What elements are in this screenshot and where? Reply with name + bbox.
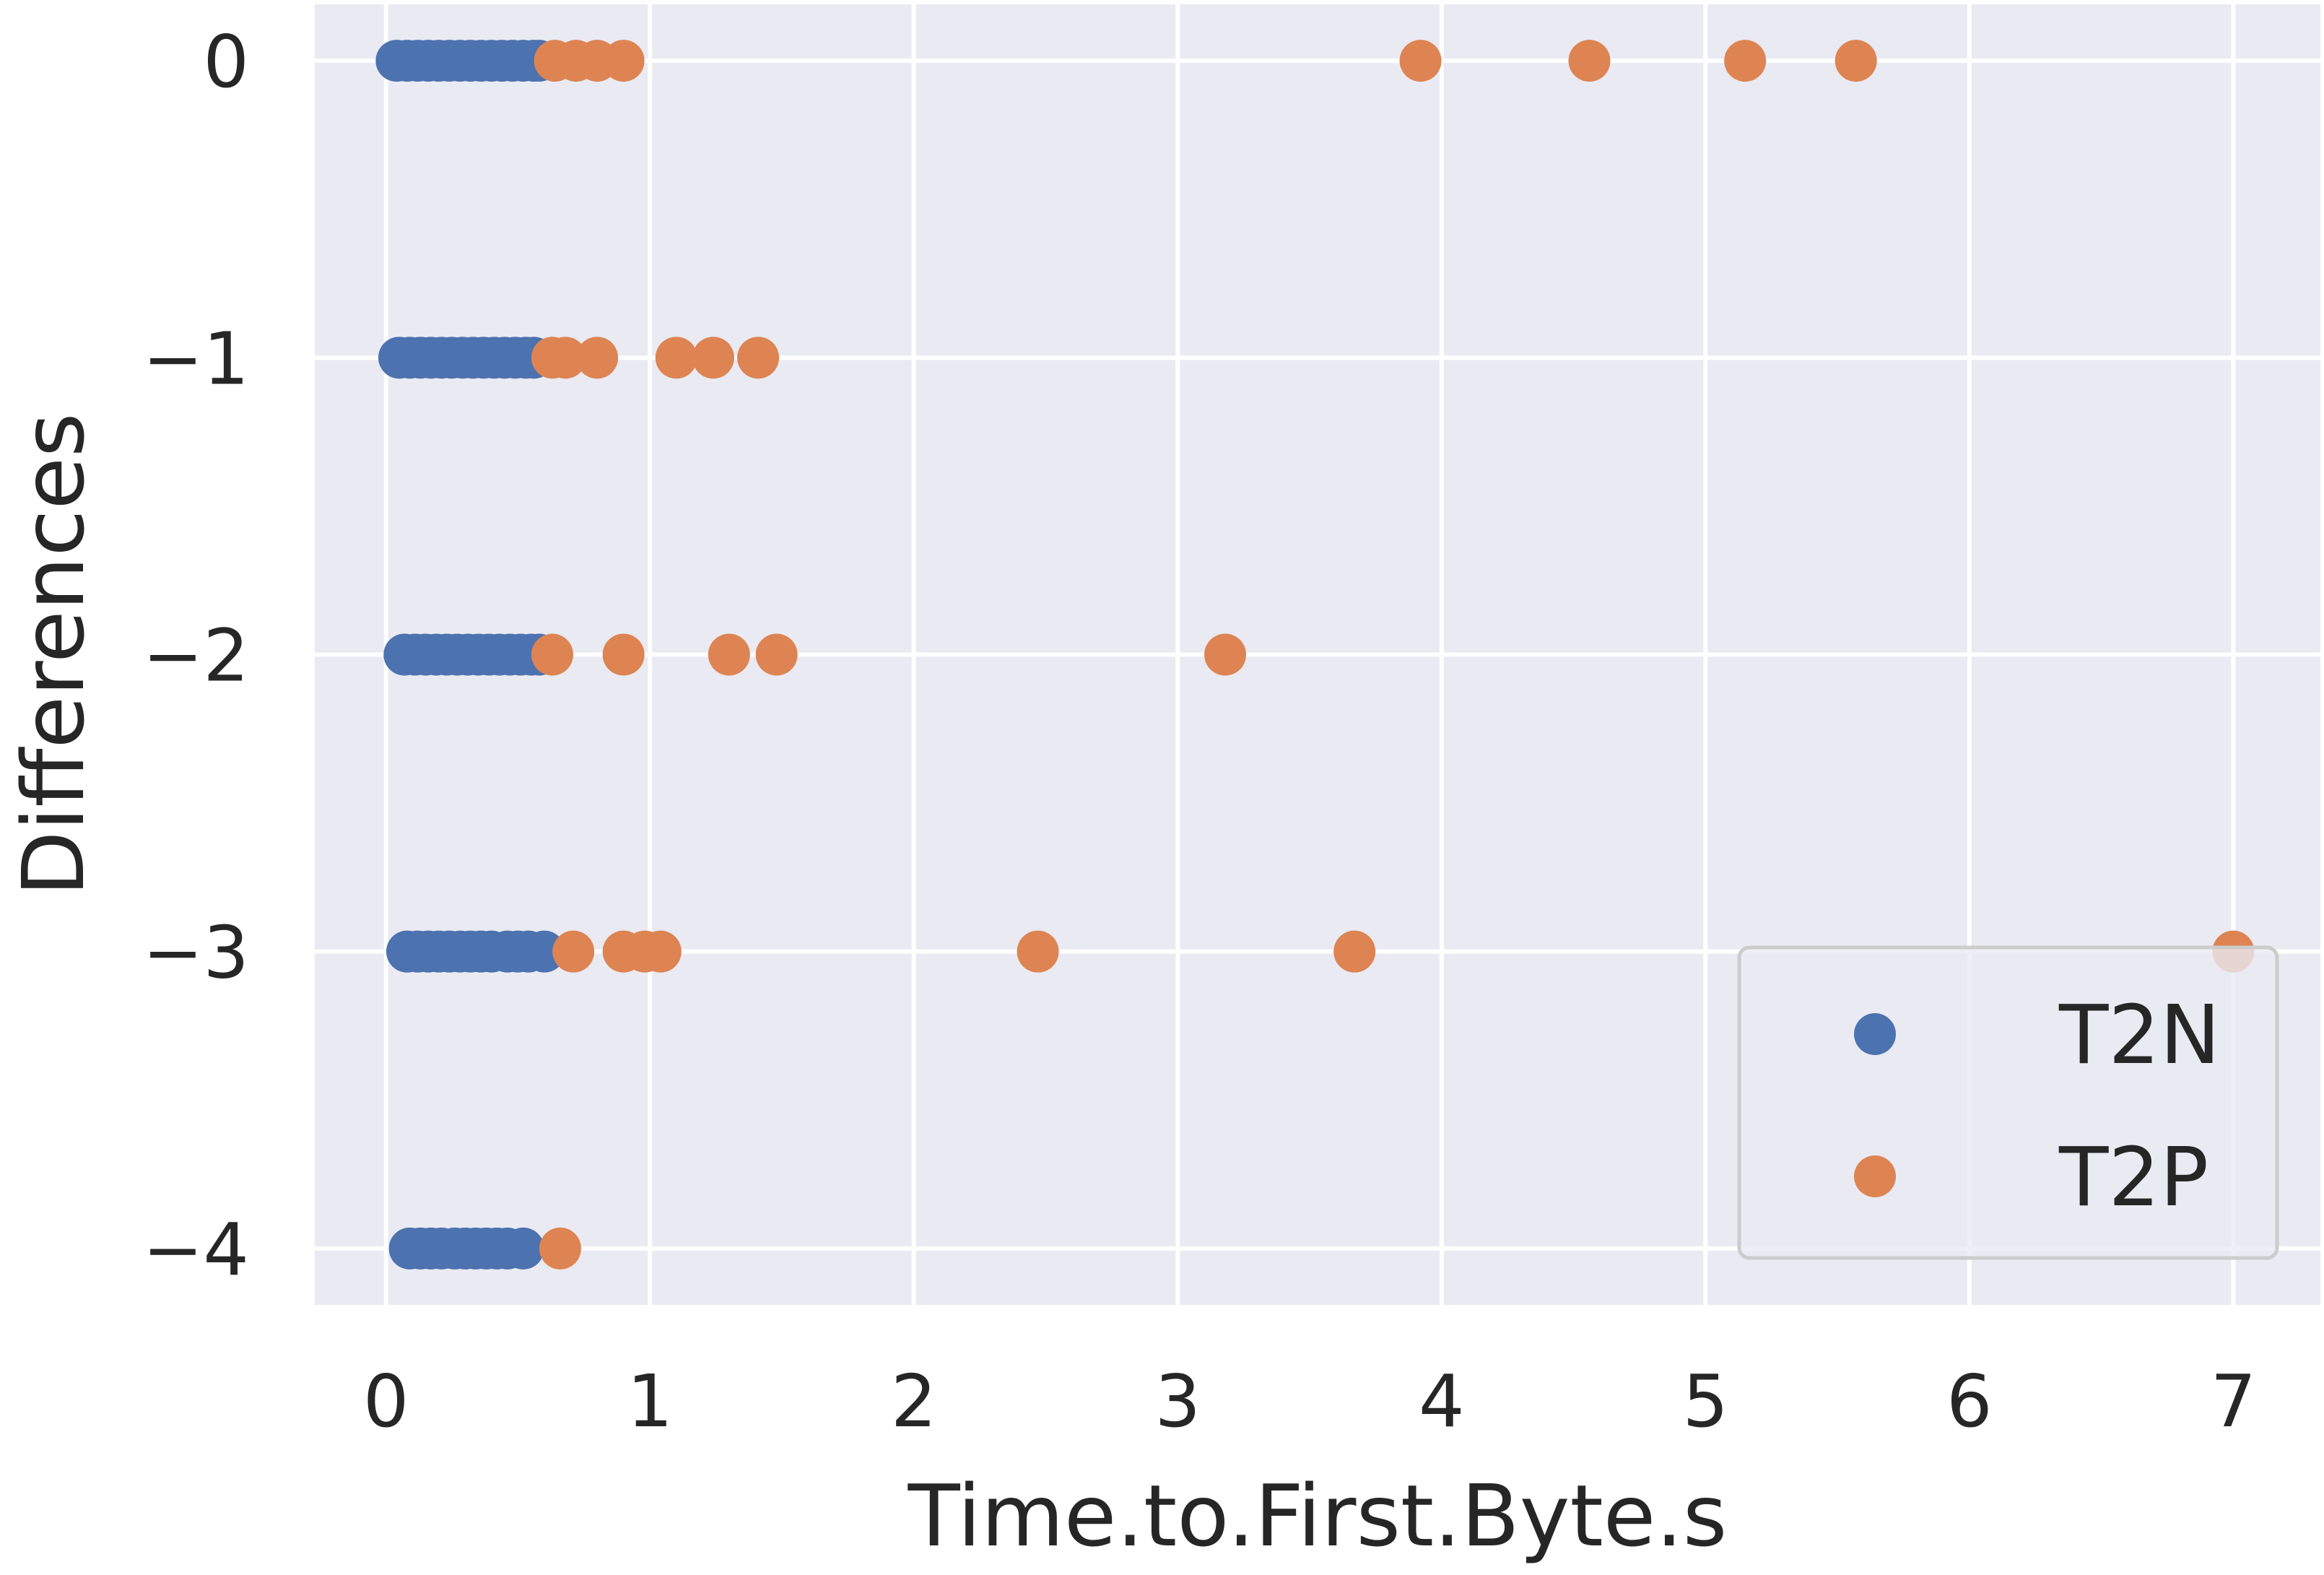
t2p-point: [539, 1227, 581, 1270]
legend-label-t2n: T2N: [2058, 989, 2220, 1082]
t2p-point: [552, 930, 595, 973]
legend-marker-t2n: [1854, 1013, 1896, 1055]
y-tick-label: −1: [143, 316, 249, 401]
y-tick-label: −4: [143, 1207, 249, 1292]
legend: T2N T2P: [1737, 945, 2279, 1260]
x-tick-label: 3: [1154, 1359, 1201, 1444]
legend-label-t2p: T2P: [2058, 1131, 2208, 1225]
y-tick-label: 0: [203, 19, 249, 104]
t2p-point: [1017, 930, 1059, 973]
data-points: [375, 40, 2255, 1270]
t2p-point: [1724, 40, 1767, 82]
t2p-point: [576, 337, 619, 379]
t2p-point: [531, 633, 573, 676]
t2p-point: [1333, 930, 1376, 973]
t2n-point: [502, 1227, 544, 1270]
t2n-point: [523, 930, 566, 973]
y-tick-label: −2: [143, 614, 249, 698]
y-tick-labels: 0 −1 −2 −3 −4: [143, 19, 249, 1292]
x-tick-label: 5: [1683, 1359, 1729, 1444]
t2p-point: [737, 337, 780, 379]
x-tick-labels: 0 1 2 3 4 5 6 7: [363, 1359, 2256, 1444]
t2p-point: [1835, 40, 1877, 82]
t2p-point: [602, 40, 645, 82]
t2p-point: [708, 633, 750, 676]
t2p-point: [692, 337, 734, 379]
t2p-point: [602, 633, 645, 676]
x-tick-label: 1: [627, 1359, 673, 1444]
y-tick-label: −3: [143, 911, 249, 995]
x-tick-label: 7: [2211, 1359, 2257, 1444]
t2p-point: [1568, 40, 1611, 82]
x-tick-label: 4: [1419, 1359, 1465, 1444]
x-tick-label: 6: [1946, 1359, 1993, 1444]
x-axis-label: Time.to.First.Byte.s: [908, 1466, 1728, 1566]
x-tick-label: 2: [891, 1359, 937, 1444]
x-tick-label: 0: [363, 1359, 409, 1444]
t2p-point: [1204, 633, 1247, 676]
t2p-point: [639, 930, 682, 973]
t2p-point: [1399, 40, 1442, 82]
grid-lines: [315, 4, 2320, 1305]
t2p-point: [755, 633, 798, 676]
t2p-point: [544, 337, 587, 379]
y-axis-label: Differences: [4, 413, 103, 897]
t2p-point: [655, 337, 697, 379]
legend-marker-t2p: [1854, 1155, 1896, 1197]
